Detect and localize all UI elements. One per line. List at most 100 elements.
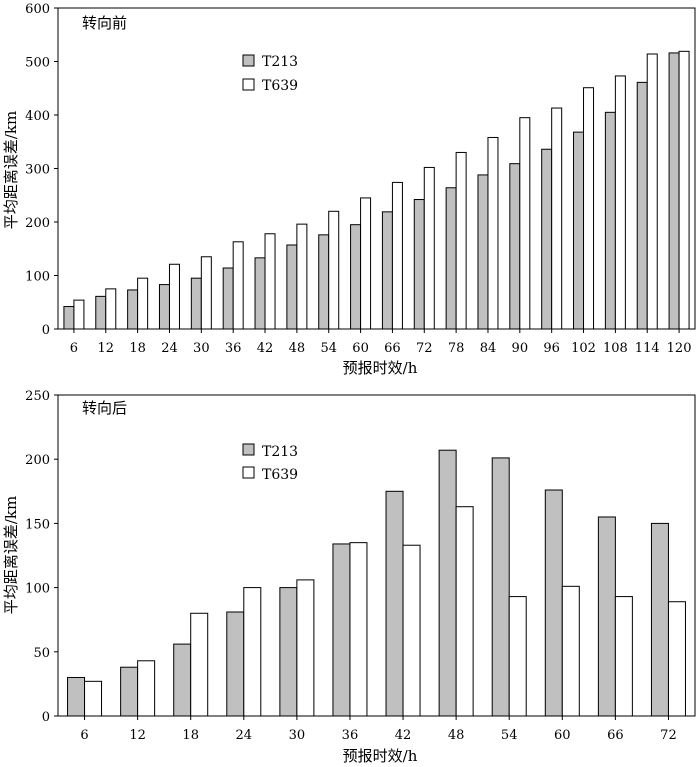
bar-t639-84 [487, 136, 499, 330]
bar-t213-54 [318, 234, 330, 330]
bar-t213-36 [332, 543, 351, 717]
legend-swatch-t213 [242, 54, 255, 67]
bar-t639-36 [232, 241, 244, 330]
bar-t213-78 [445, 187, 457, 330]
x-tick-label: 6 [80, 728, 88, 743]
bar-t213-60 [350, 224, 362, 330]
bar-t639-18 [137, 277, 149, 330]
plot-frame [57, 7, 696, 330]
bar-t213-42 [385, 490, 404, 717]
bar-t213-48 [286, 244, 298, 330]
bar-t213-18 [127, 289, 139, 330]
legend-label-t639: T639 [262, 78, 298, 94]
bar-t213-60 [544, 489, 563, 717]
bar-t639-42 [264, 233, 276, 330]
x-tick-label: 12 [129, 728, 146, 743]
x-tick-label: 24 [161, 341, 178, 356]
bar-t639-6 [84, 680, 103, 717]
plot-frame [57, 394, 696, 717]
bar-t213-24 [158, 284, 170, 330]
x-tick-label: 18 [129, 341, 146, 356]
panel-before-turn: 转向前 预报时效/h 平均距离误差/km T213 T639 6 12 18 24 30… [2, 2, 696, 377]
x-tick-label: 84 [480, 341, 497, 356]
bar-t639-102 [583, 87, 595, 330]
legend-swatch-t639 [242, 466, 255, 479]
x-tick-label: 54 [320, 341, 337, 356]
y-axis-title: 平均距离误差/km [2, 111, 20, 229]
x-tick-label: 90 [512, 341, 529, 356]
x-tick-label: 36 [225, 341, 242, 356]
bar-t213-96 [541, 148, 553, 330]
x-tick-label: 24 [236, 728, 253, 743]
panel-title: 转向前 [82, 14, 127, 32]
x-tick-label: 42 [395, 728, 412, 743]
bar-t213-30 [190, 277, 202, 330]
y-tick-label: 500 [25, 56, 50, 71]
bar-t213-24 [226, 611, 245, 717]
bar-t639-6 [73, 299, 85, 330]
bar-t213-48 [438, 449, 457, 717]
bar-t213-102 [573, 131, 585, 330]
bar-t213-72 [413, 199, 425, 330]
x-tick-label: 60 [554, 728, 571, 743]
x-tick-label: 36 [342, 728, 359, 743]
bar-t213-36 [222, 267, 234, 330]
bar-t639-96 [551, 107, 563, 330]
bar-t639-66 [391, 181, 403, 330]
legend-label-t639: T639 [262, 467, 298, 483]
bar-t639-54 [328, 210, 340, 330]
x-tick-label: 78 [448, 341, 465, 356]
x-tick-label: 114 [635, 341, 660, 356]
bar-t213-6 [67, 676, 86, 717]
bar-t639-30 [296, 579, 315, 717]
x-tick-label: 102 [571, 341, 596, 356]
legend-swatch-t639 [242, 78, 255, 91]
bar-t213-90 [509, 163, 521, 330]
bar-t213-114 [636, 81, 648, 330]
bar-t213-108 [604, 111, 616, 330]
x-tick-label: 72 [660, 728, 677, 743]
bar-t639-42 [402, 544, 421, 717]
bar-t639-114 [646, 53, 658, 330]
bar-t639-60 [561, 585, 580, 717]
bar-t639-54 [508, 596, 527, 717]
bar-t213-54 [491, 457, 510, 717]
legend-label-t213: T213 [262, 54, 298, 70]
x-tick-label: 60 [352, 341, 369, 356]
bar-t639-48 [296, 223, 308, 330]
y-tick-label: 0 [42, 323, 50, 338]
bar-t213-72 [650, 522, 669, 717]
x-tick-label: 18 [182, 728, 199, 743]
bar-t213-12 [95, 295, 107, 330]
bar-t639-12 [137, 660, 156, 717]
bar-t639-120 [678, 50, 690, 330]
bar-t213-30 [279, 587, 298, 717]
y-tick-label: 400 [25, 109, 50, 124]
y-tick-label: 250 [25, 389, 50, 404]
bar-t639-18 [190, 612, 209, 717]
x-tick-label: 108 [603, 341, 628, 356]
bar-t639-24 [168, 263, 180, 330]
legend: T213 T639 [242, 443, 298, 483]
bar-t639-36 [349, 542, 368, 717]
x-axis-title: 预报时效/h [343, 747, 418, 765]
bar-t213-6 [63, 306, 75, 330]
bar-t213-120 [668, 52, 680, 330]
x-tick-label: 30 [289, 728, 306, 743]
bar-t639-12 [105, 288, 117, 330]
y-tick-label: 150 [25, 517, 50, 532]
x-axis-title: 预报时效/h [343, 359, 418, 377]
x-tick-label: 12 [98, 341, 115, 356]
bar-t639-108 [614, 75, 626, 330]
x-tick-label: 42 [257, 341, 274, 356]
y-tick-label: 600 [25, 2, 50, 17]
bar-t639-24 [243, 587, 262, 717]
x-tick-label: 66 [384, 341, 401, 356]
legend: T213 T639 [242, 54, 298, 94]
legend-label-t213: T213 [262, 444, 298, 460]
y-tick-label: 200 [25, 453, 50, 468]
x-tick-label: 6 [70, 341, 78, 356]
bar-t639-78 [455, 151, 467, 330]
bar-t639-66 [614, 596, 633, 717]
